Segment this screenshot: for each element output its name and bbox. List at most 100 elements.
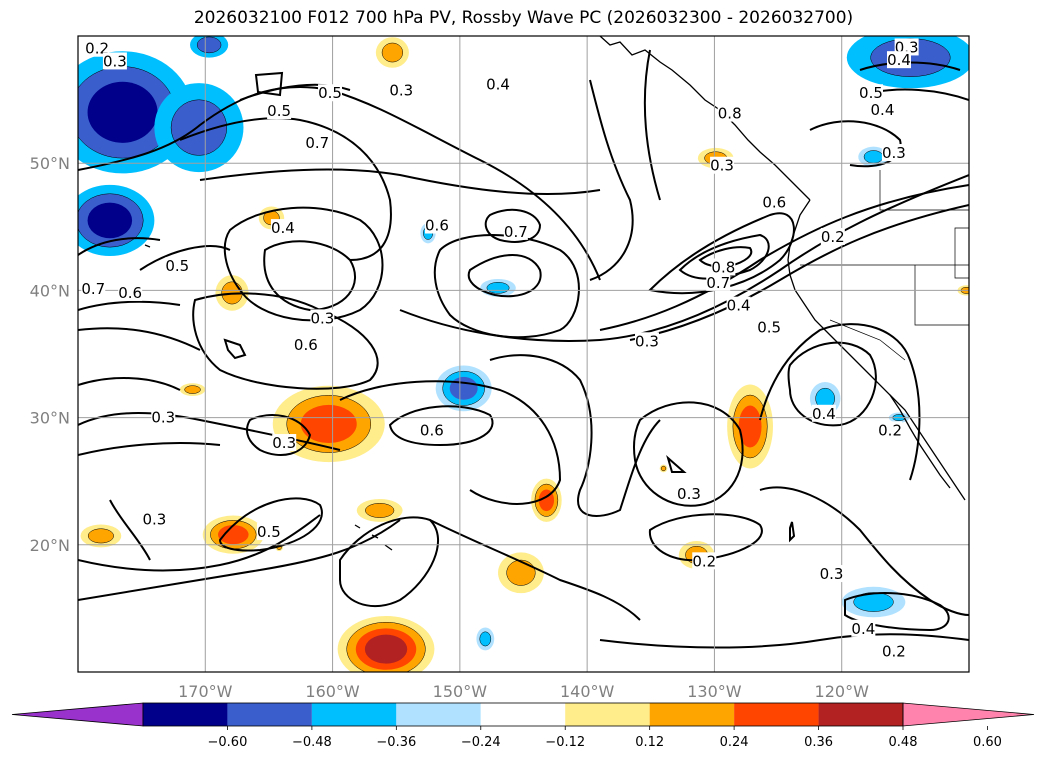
shaded-region <box>154 83 244 173</box>
contour-line <box>254 71 284 97</box>
shaded-level <box>184 385 201 394</box>
alaska-coast <box>599 36 811 201</box>
contour-label: 0.3 <box>103 52 127 70</box>
contour-label: 0.6 <box>762 194 786 212</box>
shaded-level <box>738 405 762 448</box>
shaded-level <box>364 634 408 664</box>
contour-label-bg <box>726 296 751 314</box>
shaded-region <box>858 146 889 168</box>
shaded-region <box>480 278 516 297</box>
shaded-region <box>190 36 229 58</box>
colorbar-tick-label: 0.48 <box>889 735 918 750</box>
state-borders <box>800 170 969 361</box>
contour-label: 0.6 <box>420 421 444 439</box>
contour-label: 0.3 <box>820 565 844 583</box>
contour-label: 0.5 <box>257 523 281 541</box>
contour-line <box>78 377 181 391</box>
contour-label-bg <box>318 84 343 102</box>
contour-label: 0.6 <box>118 284 142 302</box>
shaded-level <box>87 81 158 143</box>
contour-line <box>263 240 356 312</box>
colorbar-extend-high <box>902 702 1035 727</box>
contour-line <box>78 519 401 601</box>
baja-coast <box>889 394 951 489</box>
latitude-label: 30°N <box>30 409 70 428</box>
contour-line <box>246 414 312 456</box>
gridlines <box>78 36 969 672</box>
shaded-level <box>87 528 114 544</box>
contour-line <box>78 412 341 451</box>
contour-label-bg <box>267 102 292 120</box>
contour-label-bg <box>81 280 106 298</box>
contour-label: 0.3 <box>272 434 296 452</box>
contour-label: 0.3 <box>677 485 701 503</box>
contour-label-bg <box>256 523 281 541</box>
contour-label-bg <box>711 258 736 276</box>
contour-label-bg <box>151 408 176 426</box>
contour-line <box>789 521 796 543</box>
colorbar-extend-low <box>11 702 144 727</box>
shaded-region <box>337 616 435 672</box>
contour-line <box>223 338 247 360</box>
contour-label: 0.5 <box>267 102 291 120</box>
bc-coast <box>787 199 966 501</box>
contour-label: 0.5 <box>165 257 189 275</box>
contour-label-bg <box>881 642 906 660</box>
contour-label: 0.6 <box>294 336 318 354</box>
contour-label: 0.3 <box>142 510 166 528</box>
contour-label-bg <box>486 75 511 93</box>
longitude-label: 140°W <box>560 682 615 701</box>
contour-label-bg <box>270 219 295 237</box>
contour-label: 0.4 <box>271 219 295 237</box>
contour-label: 0.8 <box>718 105 742 123</box>
shaded-region <box>476 627 495 651</box>
contour-label: 0.2 <box>821 228 845 246</box>
contour-line <box>599 633 969 649</box>
shaded-region <box>841 586 906 618</box>
contour-line <box>192 292 379 390</box>
colorbar: −0.60 −0.48 −0.36 −0.24 −0.12 0.12 0.24 0.36 0.4… <box>11 702 1035 750</box>
longitude-label: 150°W <box>433 682 488 701</box>
colorbar-segment <box>734 703 819 726</box>
shaded-region <box>202 515 264 554</box>
contour-line <box>399 174 969 342</box>
contour-label-bg <box>142 510 167 528</box>
contour-label: 0.3 <box>389 82 413 100</box>
colorbar-segment <box>480 703 566 726</box>
contour-line <box>643 49 661 201</box>
contour-label: 0.7 <box>706 274 730 292</box>
colorbar-segment <box>396 703 481 726</box>
contour-label-bg <box>858 84 883 102</box>
shaded-region <box>659 464 668 473</box>
contour-line <box>339 516 440 608</box>
colorbar-tick-label: −0.36 <box>376 735 416 750</box>
contour-label: 0.5 <box>318 84 342 102</box>
colorbar-tick-label: 0.60 <box>973 735 1002 750</box>
hawaii-islands <box>354 524 393 551</box>
contour-label: 0.7 <box>81 280 105 298</box>
contour-label-bg <box>419 421 444 439</box>
contour-label-bg <box>118 283 143 301</box>
contour-line <box>632 401 744 507</box>
contour-label-bg <box>811 404 836 422</box>
border-line <box>829 319 906 361</box>
shaded-level <box>660 465 667 472</box>
contour-label-bg <box>878 421 903 439</box>
contour-label: 0.2 <box>692 552 716 570</box>
contour-label: 0.4 <box>727 297 751 315</box>
shaded-region <box>435 365 492 412</box>
contour-line <box>787 341 877 427</box>
contour-label-bg <box>424 216 449 234</box>
colorbar-segment <box>227 703 312 726</box>
contour-line <box>78 300 181 311</box>
contour-label: 0.5 <box>859 84 883 102</box>
latitude-labels: 20°N 30°N 40°N 50°N <box>30 154 70 555</box>
colorbar-tick-label: −0.60 <box>208 735 248 750</box>
contour-line <box>629 204 969 341</box>
contour-label: 0.3 <box>710 157 734 175</box>
contour-label: 0.4 <box>871 101 895 119</box>
contour-line <box>484 208 542 243</box>
colorbar-segment <box>565 703 650 726</box>
contour-line <box>759 486 969 616</box>
colorbar-tick-label: 0.12 <box>635 735 664 750</box>
